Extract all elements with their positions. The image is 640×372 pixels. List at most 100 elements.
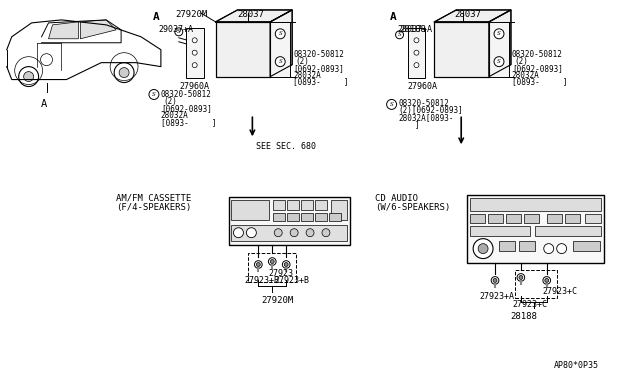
Bar: [573, 241, 600, 251]
Circle shape: [306, 229, 314, 237]
Circle shape: [270, 260, 274, 263]
Text: (2): (2): [164, 97, 178, 106]
Bar: [232, 225, 347, 241]
Bar: [408, 28, 426, 78]
Bar: [470, 226, 530, 236]
Text: CD AUDIO: CD AUDIO: [374, 194, 418, 203]
Text: 28032A: 28032A: [293, 71, 321, 80]
Circle shape: [491, 277, 499, 284]
Polygon shape: [49, 22, 78, 39]
Circle shape: [494, 29, 504, 39]
Text: 08320-50812: 08320-50812: [293, 50, 344, 59]
Text: 29037+A: 29037+A: [159, 25, 194, 34]
Circle shape: [234, 228, 243, 238]
Circle shape: [149, 90, 159, 99]
Circle shape: [478, 244, 488, 254]
Bar: [506, 214, 521, 223]
Circle shape: [114, 62, 134, 83]
Bar: [524, 214, 539, 223]
Bar: [301, 213, 313, 221]
Text: 27923+C: 27923+C: [543, 288, 578, 296]
Polygon shape: [435, 10, 511, 22]
Text: (2): (2): [514, 57, 528, 66]
Text: 28188: 28188: [510, 312, 537, 321]
Circle shape: [40, 54, 52, 65]
Circle shape: [290, 229, 298, 237]
Circle shape: [192, 38, 197, 43]
Bar: [315, 213, 327, 221]
Circle shape: [268, 258, 276, 265]
Text: 27923+B: 27923+B: [275, 276, 309, 285]
Bar: [564, 214, 580, 223]
Text: S: S: [152, 92, 156, 97]
Polygon shape: [216, 10, 292, 22]
Text: 27920M: 27920M: [261, 296, 294, 305]
Text: S: S: [397, 32, 401, 37]
Bar: [547, 214, 562, 223]
Text: [0893-     ]: [0893- ]: [512, 78, 568, 87]
Text: 28037: 28037: [237, 10, 264, 19]
Bar: [329, 213, 341, 221]
Bar: [535, 226, 602, 236]
Circle shape: [275, 57, 285, 67]
Circle shape: [119, 68, 129, 78]
Circle shape: [257, 263, 260, 266]
Circle shape: [473, 239, 493, 259]
Text: AM/FM CASSETTE: AM/FM CASSETTE: [116, 194, 191, 203]
Text: 27923+A: 27923+A: [479, 292, 514, 301]
Polygon shape: [216, 22, 270, 77]
Circle shape: [494, 57, 504, 67]
Circle shape: [545, 279, 548, 282]
Circle shape: [284, 263, 288, 266]
Text: A: A: [40, 99, 47, 109]
Circle shape: [175, 28, 183, 36]
Bar: [515, 270, 557, 298]
Circle shape: [275, 29, 285, 39]
Bar: [228, 197, 350, 245]
Text: S: S: [177, 29, 180, 34]
Bar: [488, 214, 503, 223]
Circle shape: [387, 99, 397, 109]
Text: S: S: [497, 31, 501, 36]
Circle shape: [396, 31, 404, 39]
Text: S: S: [497, 59, 501, 64]
Text: 08320-50812: 08320-50812: [399, 99, 449, 109]
Text: 27923+C: 27923+C: [513, 300, 548, 310]
Text: [0893-     ]: [0893- ]: [161, 118, 216, 127]
Circle shape: [414, 38, 419, 43]
Text: A: A: [153, 12, 160, 22]
Bar: [301, 200, 313, 210]
Text: 27923: 27923: [268, 269, 293, 279]
Text: 27960A: 27960A: [180, 81, 210, 90]
Bar: [273, 213, 285, 221]
Text: S: S: [278, 31, 282, 36]
Text: 27923+B: 27923+B: [244, 276, 280, 285]
Text: 27920M: 27920M: [176, 10, 208, 19]
Text: 28037+A: 28037+A: [397, 25, 433, 34]
Circle shape: [246, 228, 257, 238]
Circle shape: [557, 244, 566, 254]
Circle shape: [192, 50, 197, 55]
Text: SEE SEC. 680: SEE SEC. 680: [257, 142, 316, 151]
Circle shape: [517, 274, 525, 281]
Bar: [467, 195, 604, 263]
Circle shape: [519, 276, 523, 279]
Text: 28032A[0893-: 28032A[0893-: [399, 113, 454, 122]
Text: (F/4-SPEAKERS): (F/4-SPEAKERS): [116, 203, 191, 212]
Bar: [273, 200, 285, 210]
Bar: [470, 198, 602, 211]
Polygon shape: [489, 10, 511, 77]
Bar: [270, 22, 290, 77]
Text: 08320-50812: 08320-50812: [512, 50, 563, 59]
Bar: [186, 28, 204, 78]
Text: ]: ]: [415, 120, 419, 129]
Bar: [489, 22, 509, 77]
Circle shape: [275, 229, 282, 237]
Bar: [331, 200, 347, 220]
Text: S: S: [390, 102, 394, 107]
Bar: [287, 200, 299, 210]
Text: (2)[0692-0893]: (2)[0692-0893]: [399, 106, 463, 115]
Text: [0893-     ]: [0893- ]: [293, 78, 349, 87]
Bar: [248, 253, 296, 282]
Text: [0692-0893]: [0692-0893]: [161, 105, 212, 113]
